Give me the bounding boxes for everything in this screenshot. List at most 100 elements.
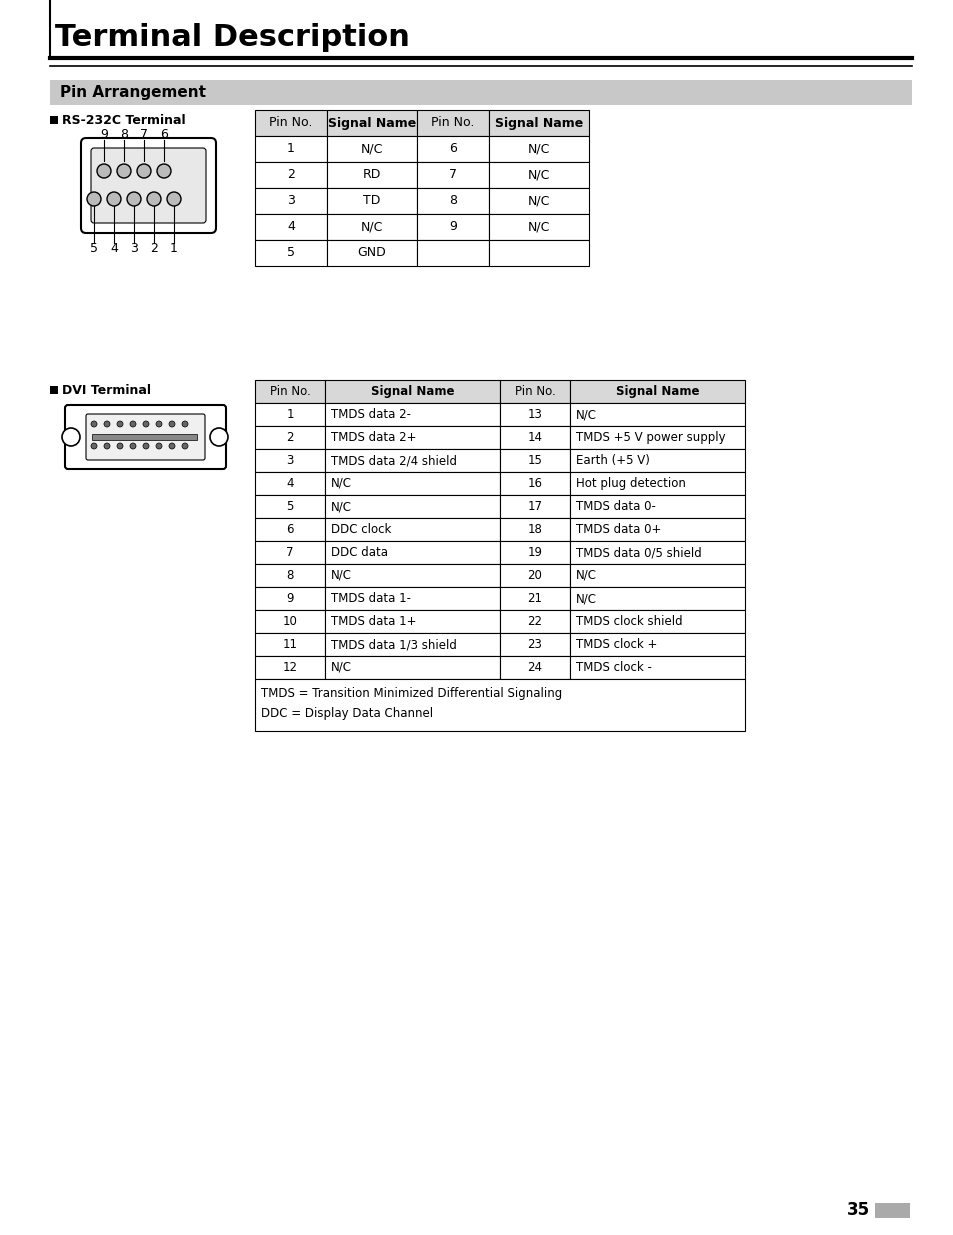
Text: 24: 24 (527, 661, 542, 674)
Bar (569, 380, 744, 403)
Bar (325, 517, 499, 541)
Text: N/C: N/C (576, 592, 597, 605)
Text: 21: 21 (527, 592, 542, 605)
Text: 16: 16 (527, 477, 542, 490)
Bar (254, 188, 327, 214)
Text: 17: 17 (527, 500, 542, 513)
Circle shape (137, 164, 151, 178)
Bar (489, 214, 588, 240)
Text: 4: 4 (286, 477, 294, 490)
Text: N/C: N/C (331, 569, 352, 582)
Text: 8: 8 (120, 128, 128, 142)
Bar (254, 136, 327, 162)
Bar (569, 472, 744, 495)
Bar (499, 472, 569, 495)
Bar (489, 110, 588, 136)
Text: Signal Name: Signal Name (495, 116, 582, 130)
Bar (254, 587, 325, 610)
Bar (325, 541, 499, 564)
Circle shape (182, 421, 188, 427)
Bar (327, 162, 416, 188)
Bar (499, 610, 569, 634)
Bar (254, 240, 327, 266)
Text: Earth (+5 V): Earth (+5 V) (576, 454, 649, 467)
Bar (489, 136, 588, 162)
Circle shape (117, 421, 123, 427)
Circle shape (97, 164, 111, 178)
Bar (569, 587, 744, 610)
Text: 3: 3 (130, 242, 138, 254)
Text: 20: 20 (527, 569, 542, 582)
Bar (569, 656, 744, 679)
Bar (416, 162, 489, 188)
Circle shape (91, 443, 97, 450)
Text: TMDS data 1-: TMDS data 1- (331, 592, 411, 605)
Bar (327, 188, 416, 214)
Text: Signal Name: Signal Name (371, 385, 454, 398)
Text: N/C: N/C (331, 477, 352, 490)
Text: 9: 9 (449, 221, 456, 233)
Bar (254, 426, 325, 450)
Circle shape (157, 164, 171, 178)
Text: N/C: N/C (527, 142, 550, 156)
Bar (416, 214, 489, 240)
Bar (416, 240, 489, 266)
Text: 5: 5 (90, 242, 98, 254)
Text: 1: 1 (286, 408, 294, 421)
Text: N/C: N/C (527, 221, 550, 233)
Bar (499, 403, 569, 426)
Bar (50, 387, 58, 394)
Bar (325, 610, 499, 634)
Text: TMDS data 0/5 shield: TMDS data 0/5 shield (576, 546, 701, 559)
Bar (254, 214, 327, 240)
Text: GND: GND (357, 247, 386, 259)
Text: TMDS data 0-: TMDS data 0- (576, 500, 655, 513)
Circle shape (167, 191, 181, 206)
Bar (874, 1203, 909, 1218)
Bar (499, 380, 569, 403)
Text: TMDS data 2+: TMDS data 2+ (331, 431, 416, 445)
Text: Pin No.: Pin No. (269, 116, 313, 130)
Bar (416, 136, 489, 162)
Bar (499, 517, 569, 541)
Bar (416, 110, 489, 136)
FancyBboxPatch shape (91, 148, 206, 224)
Circle shape (104, 421, 110, 427)
Circle shape (210, 429, 228, 446)
Text: 1: 1 (170, 242, 178, 254)
Circle shape (117, 164, 131, 178)
Circle shape (169, 443, 174, 450)
Bar (254, 162, 327, 188)
Text: TMDS data 2/4 shield: TMDS data 2/4 shield (331, 454, 456, 467)
Bar (499, 426, 569, 450)
Circle shape (107, 191, 121, 206)
Text: 7: 7 (286, 546, 294, 559)
Text: TD: TD (363, 194, 380, 207)
Bar (254, 495, 325, 517)
Bar (569, 634, 744, 656)
Text: 23: 23 (527, 638, 542, 651)
Text: 4: 4 (287, 221, 294, 233)
Text: N/C: N/C (360, 221, 383, 233)
Text: 12: 12 (282, 661, 297, 674)
Bar (327, 240, 416, 266)
Bar (325, 380, 499, 403)
Text: 11: 11 (282, 638, 297, 651)
Text: 3: 3 (286, 454, 294, 467)
Bar (569, 564, 744, 587)
Circle shape (156, 443, 162, 450)
Text: Pin No.: Pin No. (270, 385, 310, 398)
Text: Pin Arrangement: Pin Arrangement (60, 85, 206, 100)
Text: 35: 35 (846, 1200, 869, 1219)
Text: TMDS data 1+: TMDS data 1+ (331, 615, 416, 629)
Text: 18: 18 (527, 522, 542, 536)
Bar (254, 110, 327, 136)
Bar (569, 426, 744, 450)
Text: 8: 8 (286, 569, 294, 582)
Bar (489, 188, 588, 214)
Text: Hot plug detection: Hot plug detection (576, 477, 685, 490)
Bar (499, 656, 569, 679)
Bar (489, 240, 588, 266)
Bar (569, 495, 744, 517)
Text: 2: 2 (286, 431, 294, 445)
